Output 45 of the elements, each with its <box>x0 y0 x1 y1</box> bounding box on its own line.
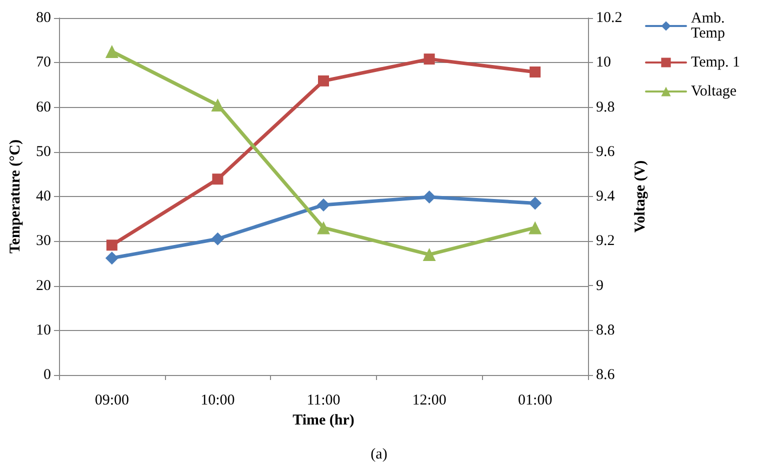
point <box>424 54 435 65</box>
legend-label: Amb. Temp <box>691 10 728 42</box>
point <box>317 198 330 212</box>
text: (a) <box>370 446 388 462</box>
point <box>105 252 118 265</box>
y-tick-label: 20 <box>36 278 51 294</box>
y-tick-label: 30 <box>36 233 51 250</box>
y-tick-label: 10 <box>36 322 51 338</box>
y-axis-title: Temperature (°C) <box>8 140 24 254</box>
y-tick-label: 70 <box>36 54 51 71</box>
point <box>105 44 118 58</box>
point <box>317 221 330 234</box>
legend-label: Voltage <box>691 84 737 100</box>
point <box>106 240 118 251</box>
x-tick-label: 01:00 <box>518 392 552 408</box>
point <box>211 232 224 246</box>
point <box>528 221 542 234</box>
point <box>422 190 436 204</box>
x-tick-label: 09:00 <box>94 392 129 408</box>
y2-tick-label: 9.8 <box>596 99 615 116</box>
y2-tick-label: 10 <box>596 54 611 71</box>
point <box>422 248 436 262</box>
point <box>211 98 224 112</box>
x-tick-label: 12:00 <box>412 392 446 408</box>
point <box>530 66 541 78</box>
y2-axis-title: Voltage (V) <box>632 160 649 233</box>
x-tick-label: 11:00 <box>306 392 340 408</box>
y2-tick-label: 9.4 <box>596 188 616 204</box>
y2-tick-label: 8.6 <box>596 367 616 383</box>
point <box>212 174 224 185</box>
y2-tick-label: 8.8 <box>596 322 615 338</box>
y-tick-label: 40 <box>36 188 51 204</box>
y-tick-label: 60 <box>36 99 51 116</box>
y-tick-label: 80 <box>36 10 51 26</box>
y2-tick-label: 9.2 <box>596 233 615 250</box>
y-tick-label: 50 <box>36 144 51 160</box>
legend-label: Temp. 1 <box>691 54 740 70</box>
x-tick-label: 10:00 <box>200 392 235 408</box>
y-tick-label: 0 <box>44 367 51 383</box>
point <box>318 75 329 86</box>
x-axis-title: Time (hr) <box>292 412 354 428</box>
y2-tick-label: 9.6 <box>596 144 616 160</box>
point <box>528 196 542 210</box>
y2-tick-label: 10.2 <box>596 10 622 26</box>
y2-tick-label: 9 <box>596 278 604 294</box>
